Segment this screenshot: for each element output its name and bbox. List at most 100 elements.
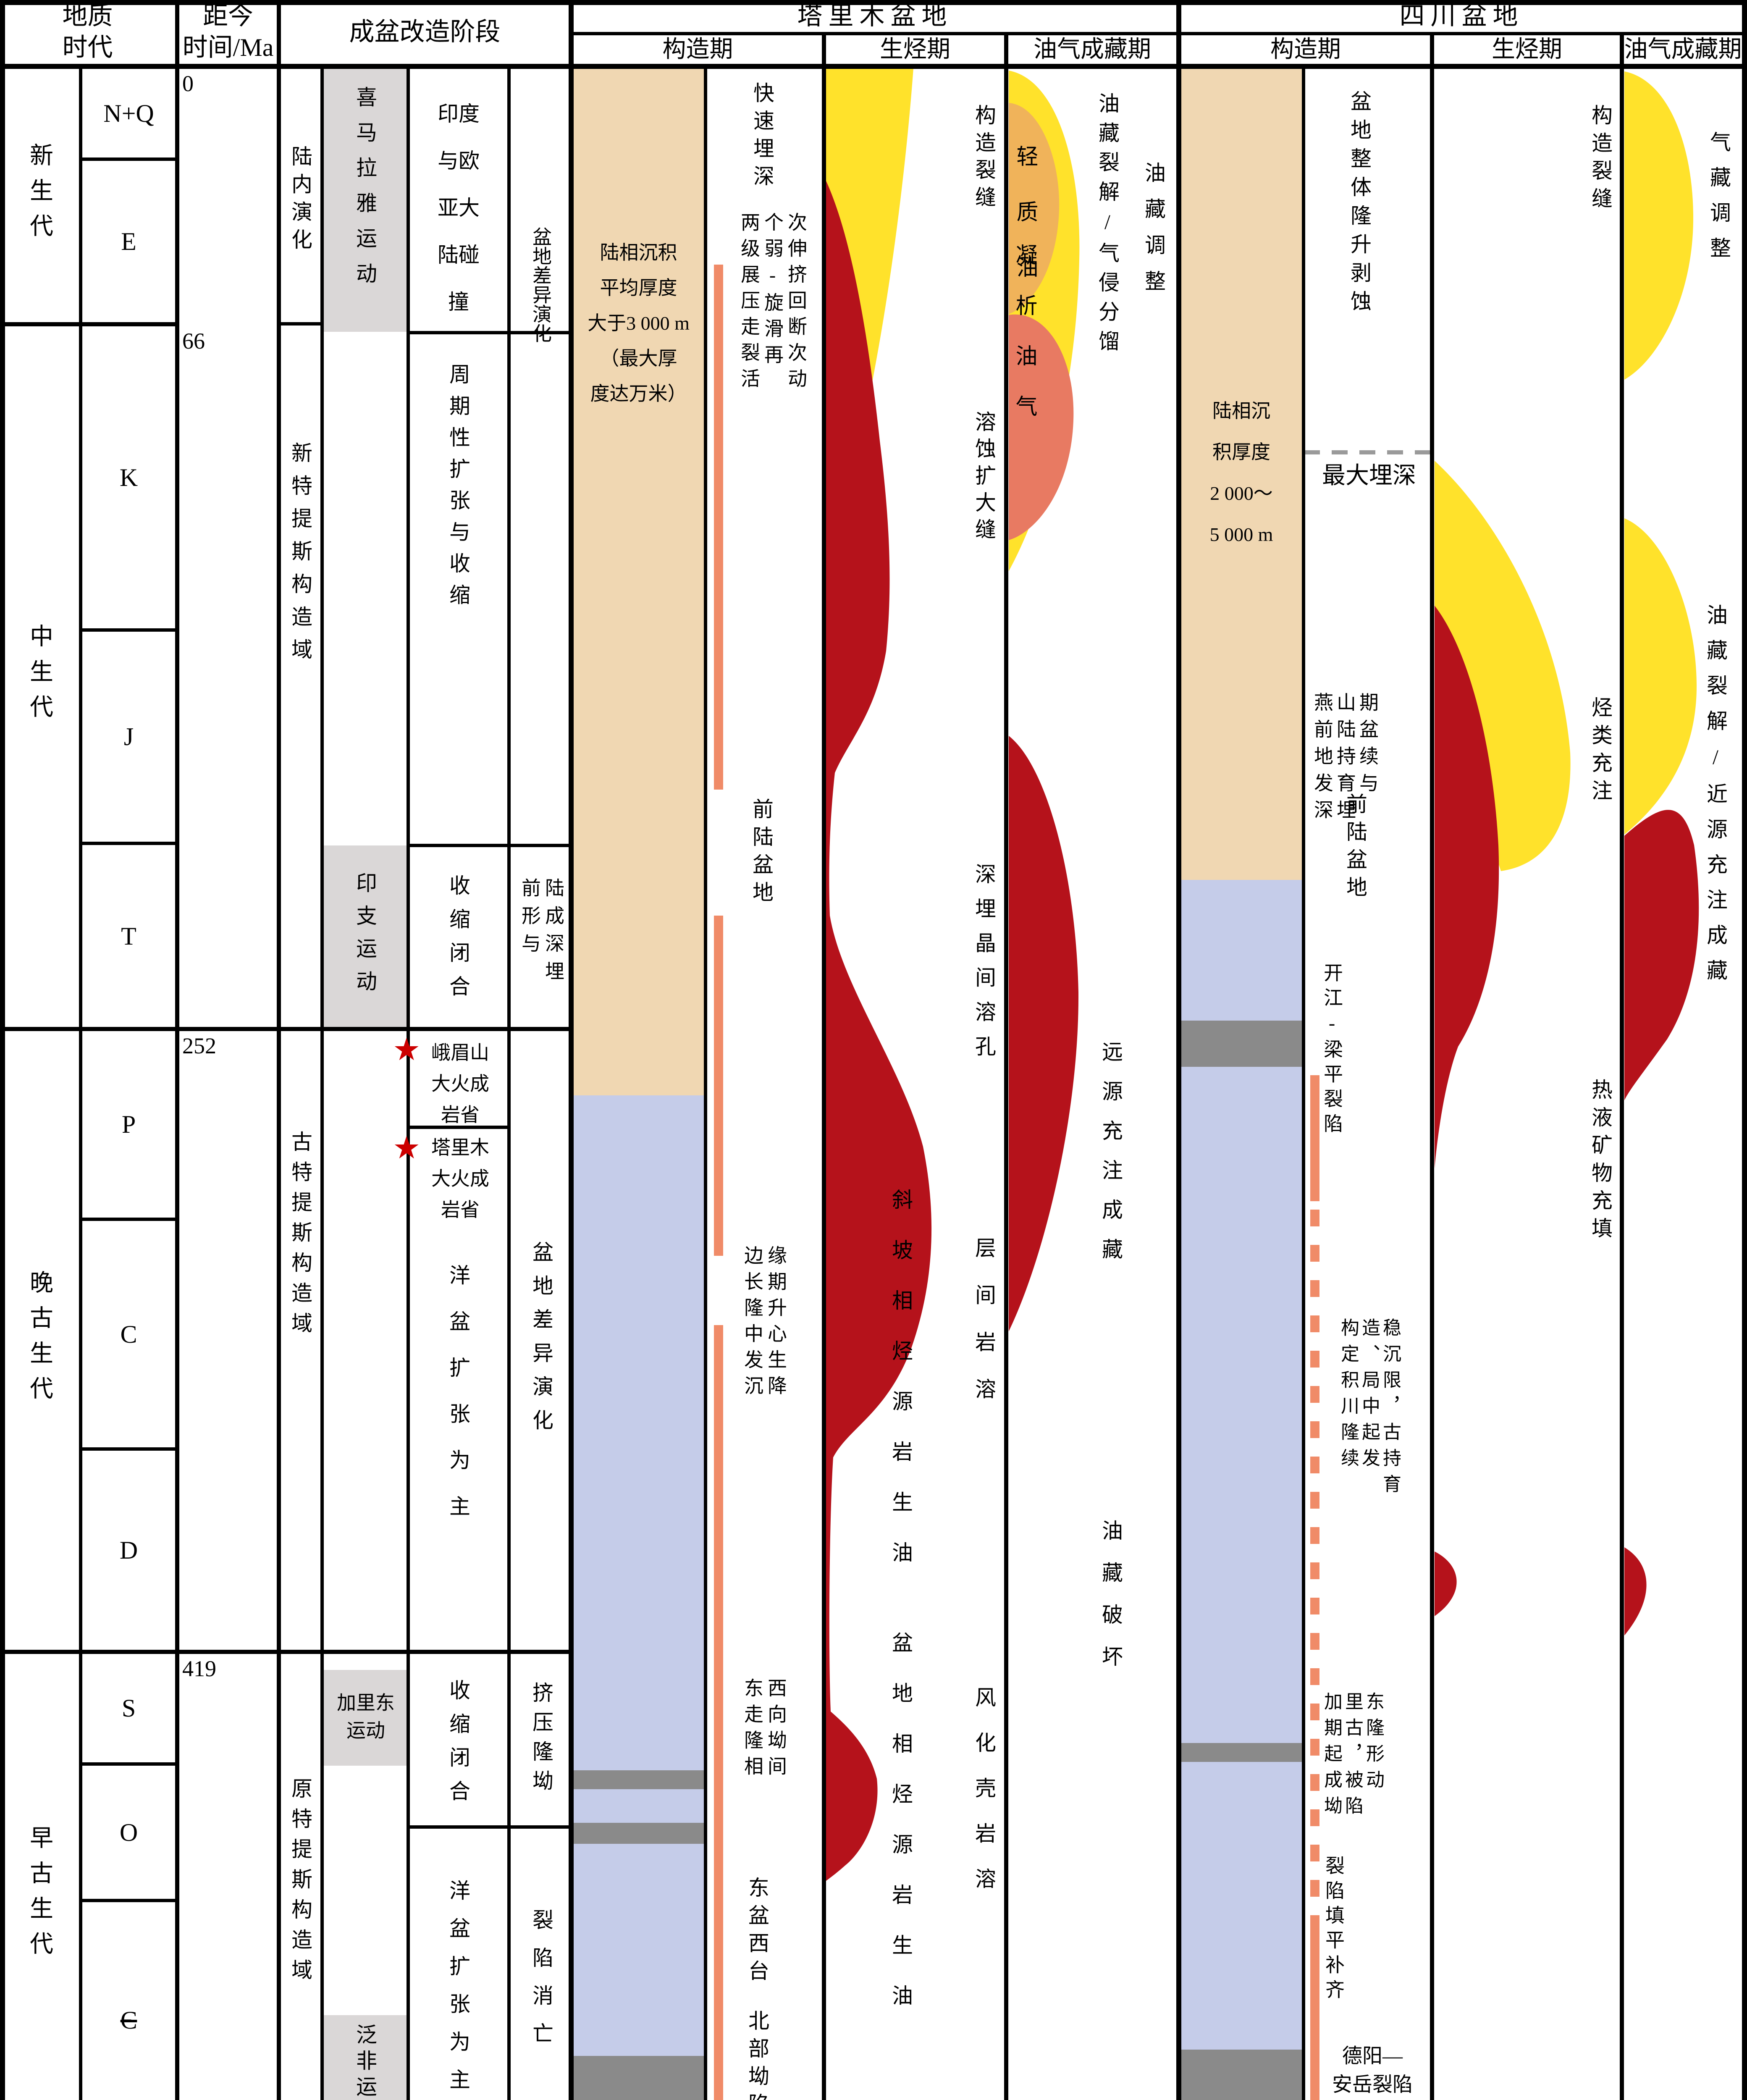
sichuan-source-rock-band [1181, 2050, 1302, 2100]
tarim-ew-uplift-depression: 东走隆相 西向坳间 [742, 1678, 787, 1782]
sichuan-structural-fractures: 构造裂缝 [1589, 104, 1612, 215]
tarim-condensate-oil-gas: 凝析油气 [1012, 244, 1036, 445]
sichuan-caledonian-paleo-uplift: 加期起成坳 里古，被陷 东隆形动 [1321, 1692, 1384, 1822]
header-sichuan-generation: 生烃期 [1492, 37, 1562, 63]
himalayan-movement-box [324, 67, 407, 332]
stage-rift-extinction: 裂陷消亡 [530, 1909, 553, 2060]
sichuan-source-rock-band [1181, 1021, 1302, 1067]
tarim-fault-line-2 [714, 916, 723, 1256]
stage-emeishan-lip: 峨眉山 大火成 岩省 [431, 1042, 489, 1126]
sichuan-cracking-near-source-charging: 油藏裂解/近源充注成藏 [1704, 604, 1727, 995]
sichuan-overall-uplift-erosion: 盆地整体隆升剥蚀 [1348, 90, 1371, 319]
stage-tarim-lip: 塔里木 大火成 岩省 [431, 1137, 489, 1221]
stage-intracontinental: 陆内演化 [289, 145, 312, 256]
period-nq: N+Q [103, 99, 154, 127]
tarim-accumulation-oil-blob [1009, 736, 1079, 1331]
tarim-reservoir-adjustment: 油藏调整 [1142, 162, 1165, 306]
tarim-east-basin-west-platform: 东盆西台 [745, 1877, 769, 1987]
tarim-source-rock-band [573, 1770, 704, 1789]
era-early-paleozoic: 早古生代 [26, 1825, 52, 1966]
header-sichuan-basin: 四川盆地 [1399, 2, 1524, 30]
tarim-structural-fractures: 构造裂缝 [972, 104, 996, 213]
tarim-dissolution-enlarged-fractures: 溶蚀扩大缝 [972, 411, 996, 545]
time-0: 0 [182, 71, 194, 96]
sichuan-bar-thickness-text: 陆相沉 积厚度 2 000～ 5 000 m [1209, 400, 1273, 545]
sichuan-continental-bar [1181, 67, 1302, 880]
stage-ocean-expansion-2: 洋盆扩张为主 [446, 1880, 470, 2100]
header-sichuan-accumulation: 油气成藏期 [1624, 37, 1742, 63]
tarim-source-rock-band [573, 1823, 704, 1844]
stage-ocean-expansion-1: 洋盆扩张为主 [446, 1264, 470, 1541]
sichuan-fault-line-1 [1310, 1075, 1319, 1201]
stage-differential-evolution-1: 盆地差异演化 [530, 227, 551, 343]
period-s: S [121, 1694, 136, 1722]
sichuan-accumulation-gas-blob-1 [1624, 71, 1694, 380]
stage-foreland-forming-burial: 前形与 陆成深埋 [519, 878, 564, 989]
caledonian-movement-box [324, 1670, 407, 1766]
tarim-reservoir-destruction: 油藏破坏 [1099, 1520, 1123, 1688]
tarim-light-oil: 轻质油 [1013, 145, 1037, 311]
tarim-intercrystalline-pores: 深埋晶间溶孔 [972, 863, 996, 1070]
tarim-continental-bar [573, 67, 704, 1095]
indosinian-movement-box [324, 845, 407, 1029]
period-c: C [120, 1320, 137, 1348]
sichuan-generation-oil-blob [1435, 606, 1499, 1168]
time-66: 66 [182, 328, 205, 354]
sichuan-generation-oil-blob-small [1435, 1551, 1457, 1616]
period-o: O [119, 1818, 138, 1846]
tarim-cracking-gas-fractionation: 油藏裂解/气侵分馏 [1096, 92, 1119, 360]
sichuan-accumulation-oil-blob [1624, 810, 1699, 1100]
tarim-fault-line-3 [714, 1325, 723, 2100]
period-p: P [121, 1110, 136, 1138]
tarim-slope-source-rock-oil: 斜坡相烃源岩生油 [889, 1189, 913, 1592]
stage-paleotethys: 古特提斯构造域 [289, 1131, 312, 1342]
tarim-far-source-charging: 远源充注成藏 [1099, 1041, 1123, 1278]
header-tarim-basin: 塔里木盆地 [797, 2, 953, 30]
sichuan-fault-line-dashed [1310, 1210, 1319, 1909]
sichuan-foreland-basin: 前陆盆地 [1343, 793, 1367, 904]
stage-periodic-extension-contraction: 周期性扩张与收缩 [446, 363, 470, 615]
header-time-ma: 距今 时间/Ma [182, 2, 274, 61]
sichuan-source-rock-band [1181, 1743, 1302, 1762]
sichuan-deyang-anyue-rift: 德阳— 安岳裂陷 [1332, 2045, 1413, 2096]
emeishan-lip-star-icon: ★ [393, 1032, 421, 1068]
sichuan-max-burial: 最大埋深 [1322, 463, 1416, 489]
tarim-interlayer-karst: 层间岩溶 [972, 1237, 996, 1425]
tarim-fault-line-1 [714, 265, 723, 790]
tarim-two-weak-cycles: 两级展压走裂活 个弱-旋滑再 次伸挤回断次动 [738, 212, 807, 394]
sichuan-marine-bar [1181, 880, 1302, 2100]
header-basin-stage: 成盆改造阶段 [349, 18, 501, 46]
sichuan-hydrothermal-mineral-filling: 热液矿物充填 [1589, 1079, 1612, 1245]
sichuan-max-burial-dashed-line [1304, 450, 1431, 454]
period-j: J [123, 723, 134, 751]
tarim-condensate-blob [1009, 314, 1074, 540]
sichuan-hydrocarbon-charging: 烃类充注 [1589, 696, 1612, 807]
stage-contraction-closure-2: 收缩闭合 [446, 1679, 470, 1814]
tarim-marine-bar [573, 1095, 704, 2100]
period-e: E [121, 228, 136, 255]
header-geologic-era: 地质 时代 [62, 2, 113, 61]
period-t: T [121, 922, 136, 950]
period-d: D [119, 1536, 138, 1564]
stage-differential-evolution-2: 盆地差异演化 [530, 1241, 553, 1443]
tarim-source-rock-band [573, 2056, 704, 2100]
period-k: K [119, 463, 138, 491]
era-mesozoic: 中生代 [26, 624, 52, 730]
tarim-basin-source-rock-oil: 盆地相烃源岩生油 [889, 1632, 913, 2035]
pan-african-movement-box [324, 2015, 407, 2100]
sichuan-accumulation-gas-blob-2 [1624, 518, 1697, 835]
stage-himalayan-movement: 喜马拉雅运动 [353, 86, 377, 298]
stage-prototethys: 原特提斯构造域 [289, 1777, 312, 1989]
stage-neotethys: 新特提斯构造域 [289, 442, 312, 671]
tarim-weathering-crust-karst: 风化壳岩溶 [972, 1686, 996, 1913]
sichuan-generation-gas-blob [1435, 461, 1571, 871]
header-sichuan-tectonic: 构造期 [1270, 37, 1341, 63]
time-419: 419 [182, 1656, 216, 1681]
tarim-rapid-burial: 快速埋深 [750, 82, 774, 193]
sichuan-kaijiang-liangping-rift: 开江-梁平裂陷 [1321, 963, 1343, 1138]
period-cambrian: Є [120, 2006, 137, 2034]
sichuan-fault-line-2 [1310, 1915, 1319, 2100]
header-tarim-tectonic: 构造期 [662, 37, 733, 63]
tarim-margin-uplift-center-subsidence: 边长隆中发沉 缘期升心生降 [742, 1245, 787, 1402]
